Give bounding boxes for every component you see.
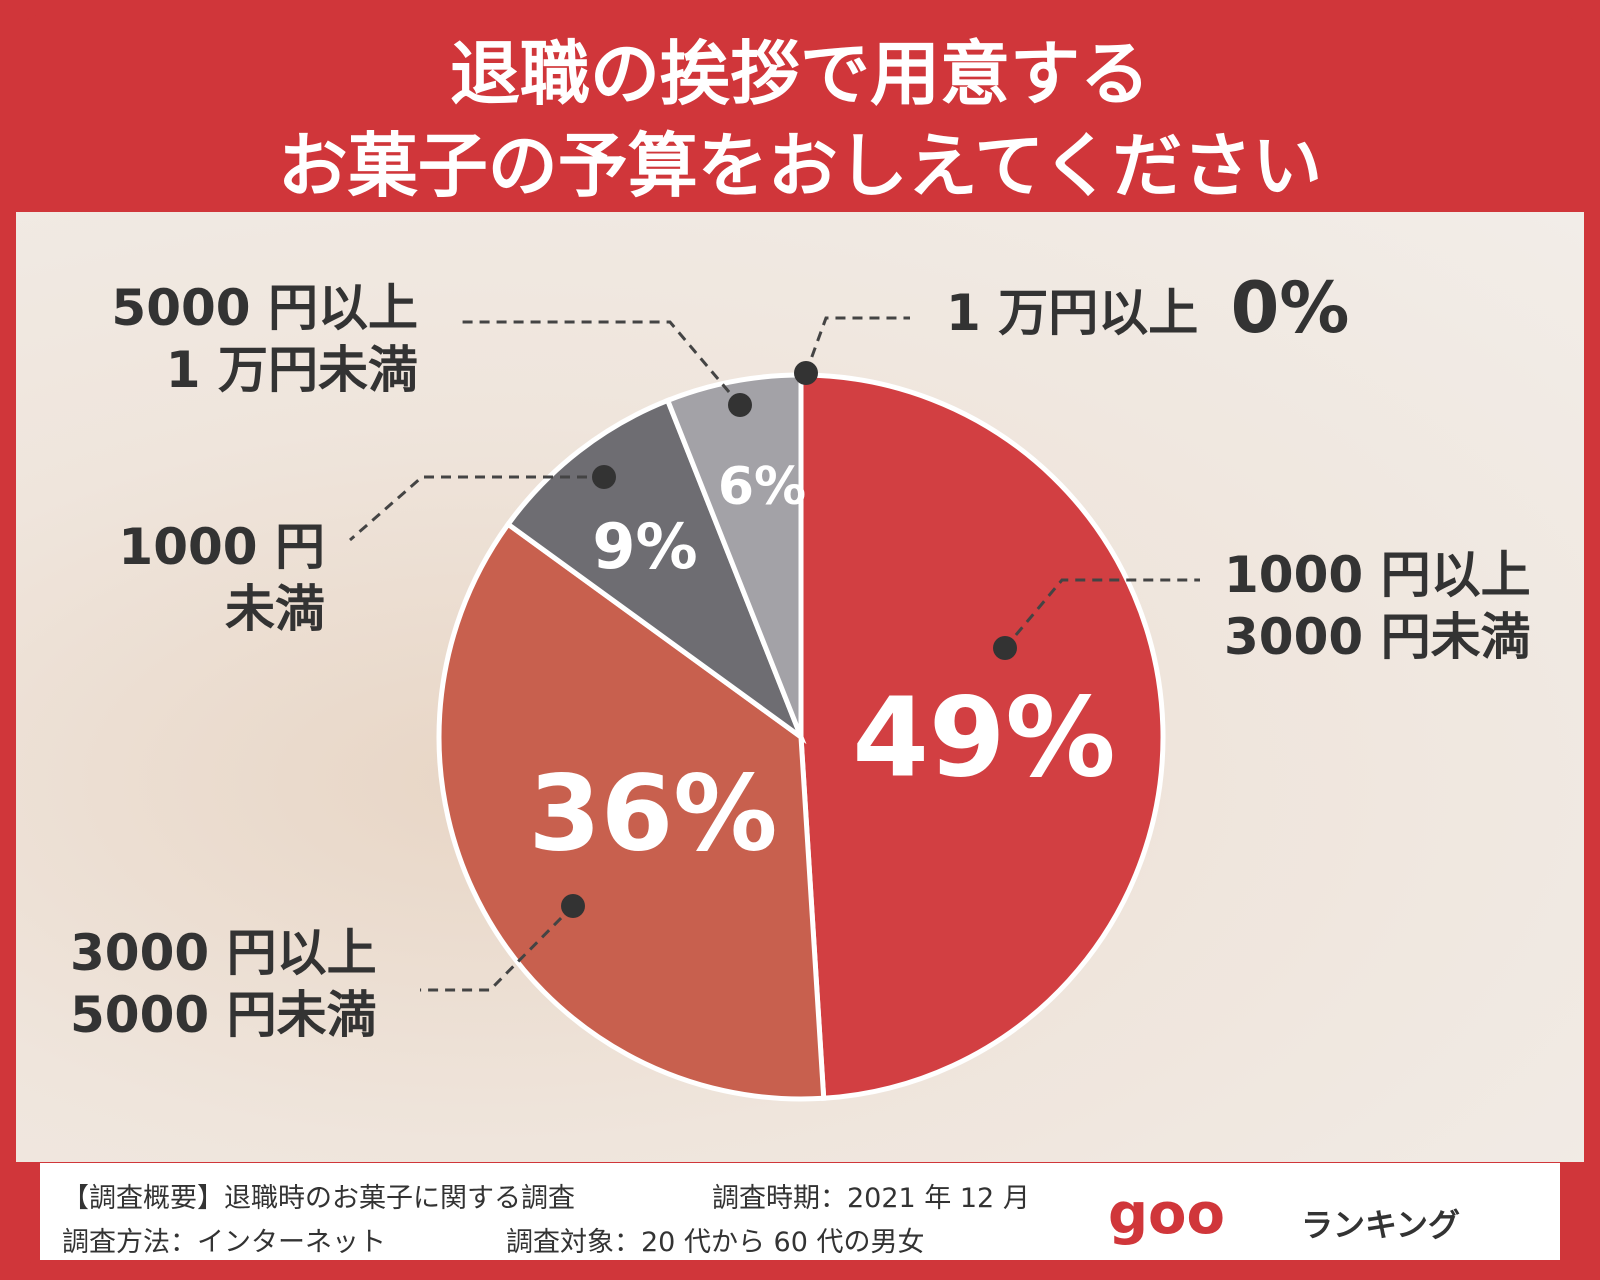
leader-dot: [794, 361, 818, 385]
value-label: 0%: [1231, 267, 1350, 349]
value-label: 9%: [592, 510, 697, 583]
logo-text: ランキング: [1300, 1206, 1460, 1244]
leader-dot: [561, 894, 585, 918]
title: 退職の挨拶で用意する お菓子の予算をおしえてください: [0, 28, 1600, 212]
leader-dot: [728, 393, 752, 417]
pie-slice: [798, 372, 1166, 1101]
title-line: 退職の挨拶で用意する: [450, 33, 1150, 115]
value-label: 36%: [529, 752, 778, 874]
note: 調査時期：2021 年 12 月: [712, 1183, 1030, 1214]
title-line: お菓子の予算をおしえてください: [277, 125, 1323, 207]
note: 調査対象：20 代から 60 代の男女: [506, 1227, 925, 1258]
note: 【調査概要】退職時のお菓子に関する調査: [62, 1183, 575, 1214]
category-label: 1000 円以上 3000 円未満: [1224, 546, 1531, 666]
footer: [40, 1163, 1560, 1260]
leader: [420, 904, 575, 992]
category-label: 1000 円 未満: [118, 518, 325, 638]
category-label: 5000 円以上 1 万円未満: [111, 279, 418, 399]
pie-slice: [504, 397, 807, 745]
pie-slice: [436, 520, 827, 1102]
leader: [349, 475, 604, 542]
value-label: 49%: [852, 673, 1115, 801]
logo: goo: [1107, 1182, 1225, 1247]
leader-dot: [592, 465, 616, 489]
leader: [460, 320, 742, 406]
value-label: 6%: [718, 457, 806, 517]
leader: [804, 316, 910, 374]
leader-dot: [993, 636, 1017, 660]
category-label: 3000 円以上 5000 円未満: [70, 924, 377, 1044]
category-label: 1 万円以上: [946, 284, 1199, 342]
leader: [1003, 578, 1200, 649]
note: 調査方法：インターネット: [62, 1227, 386, 1258]
